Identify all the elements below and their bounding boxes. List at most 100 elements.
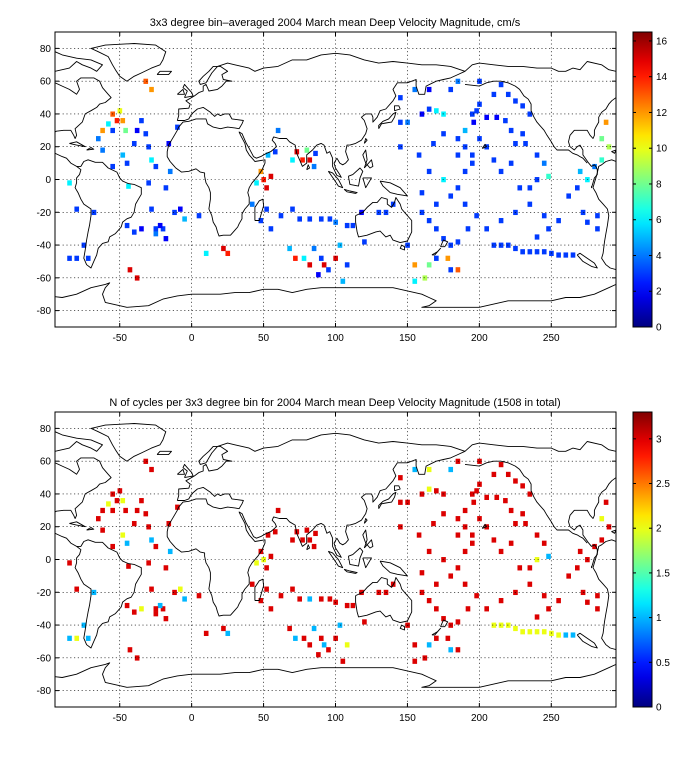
- data-cell: [577, 548, 583, 555]
- data-cell: [337, 242, 343, 248]
- data-cell: [412, 262, 418, 268]
- data-cell: [513, 98, 518, 104]
- data-cell: [163, 565, 169, 571]
- data-cell: [441, 236, 446, 242]
- data-cell: [462, 524, 468, 530]
- data-cell: [606, 524, 612, 530]
- data-cell: [146, 180, 151, 186]
- data-cell: [131, 609, 137, 615]
- y-tick-label: 60: [40, 77, 52, 88]
- data-cell: [513, 478, 518, 484]
- y-tick-label: 0: [45, 555, 51, 566]
- coastline: [347, 547, 364, 567]
- data-cell: [149, 586, 154, 592]
- colorbar-tick-label: 12: [656, 108, 668, 119]
- x-tick-label: 200: [471, 333, 488, 344]
- data-cell: [592, 163, 597, 170]
- y-tick-label: -80: [37, 686, 52, 697]
- data-cell: [278, 213, 284, 219]
- coastline: [481, 523, 487, 529]
- data-cell: [503, 118, 508, 124]
- data-cell: [455, 619, 461, 625]
- data-cell: [455, 152, 461, 158]
- data-cell: [566, 193, 571, 199]
- data-cell: [426, 168, 432, 175]
- colorbar-tick-label: 0: [656, 703, 662, 714]
- data-cell: [498, 598, 504, 604]
- data-cell: [124, 602, 130, 609]
- data-cell: [120, 498, 126, 504]
- data-cell: [426, 262, 432, 268]
- data-cell: [307, 537, 313, 543]
- data-cell: [203, 630, 209, 637]
- data-cell: [434, 488, 439, 494]
- data-cell: [505, 91, 511, 98]
- data-cell: [570, 632, 576, 638]
- data-cell: [67, 560, 72, 566]
- data-cell: [465, 226, 471, 232]
- coastline: [464, 441, 616, 452]
- data-cell: [153, 611, 159, 617]
- coastline: [156, 70, 172, 76]
- data-cell: [318, 596, 324, 602]
- data-cell: [264, 185, 269, 191]
- coastline: [69, 521, 86, 528]
- data-cell: [311, 163, 317, 170]
- data-cell: [606, 144, 612, 150]
- data-cell: [311, 245, 317, 252]
- y-tick-label: 60: [40, 457, 52, 468]
- data-cell: [546, 226, 551, 232]
- data-cell: [124, 540, 130, 546]
- plot-area: [55, 43, 616, 308]
- data-cell: [546, 606, 551, 612]
- x-tick-label: 0: [189, 333, 195, 344]
- data-cell: [595, 606, 600, 612]
- data-cell: [264, 586, 269, 592]
- data-cell: [513, 625, 518, 632]
- colorbar-tick-label: 1: [656, 613, 662, 624]
- data-cell: [585, 599, 590, 605]
- data-cell: [448, 647, 454, 653]
- data-cell: [177, 206, 183, 212]
- data-cell: [498, 81, 504, 88]
- data-cell: [124, 222, 130, 229]
- coastline: [55, 431, 103, 452]
- data-cell: [301, 635, 307, 641]
- coastline: [362, 177, 372, 189]
- data-cell: [534, 152, 540, 158]
- data-cell: [599, 537, 605, 543]
- data-cell: [127, 267, 133, 273]
- data-cell: [326, 647, 331, 653]
- data-cell: [434, 226, 439, 232]
- data-cell: [527, 629, 533, 635]
- data-cell: [134, 127, 140, 134]
- data-cell: [261, 557, 267, 563]
- data-cell: [160, 606, 166, 612]
- colorbar-tick-label: 6: [656, 215, 662, 226]
- data-cell: [139, 226, 144, 232]
- coastline: [55, 282, 616, 308]
- coastline: [394, 485, 401, 492]
- data-cell: [258, 598, 264, 604]
- data-cell: [527, 111, 533, 117]
- colorbar-tick-label: 14: [656, 72, 668, 83]
- data-cell: [434, 108, 439, 114]
- x-tick-label: 150: [399, 713, 416, 724]
- velocity-map-panel: 3x3 degree bin–averaged 2004 March mean …: [37, 17, 668, 344]
- coastline: [55, 457, 112, 530]
- x-tick-label: 200: [471, 713, 488, 724]
- data-cell: [340, 278, 346, 284]
- data-cell: [470, 160, 475, 166]
- colorbar: [633, 32, 652, 327]
- data-cell: [321, 262, 327, 268]
- data-cell: [575, 565, 580, 571]
- data-cell: [149, 537, 154, 543]
- data-cell: [517, 565, 523, 571]
- data-cell: [603, 119, 609, 125]
- x-tick-label: -50: [113, 333, 128, 344]
- data-cell: [470, 111, 475, 117]
- data-cell: [491, 242, 497, 248]
- data-cell: [534, 532, 540, 538]
- data-cell: [491, 91, 497, 98]
- data-cell: [172, 589, 177, 596]
